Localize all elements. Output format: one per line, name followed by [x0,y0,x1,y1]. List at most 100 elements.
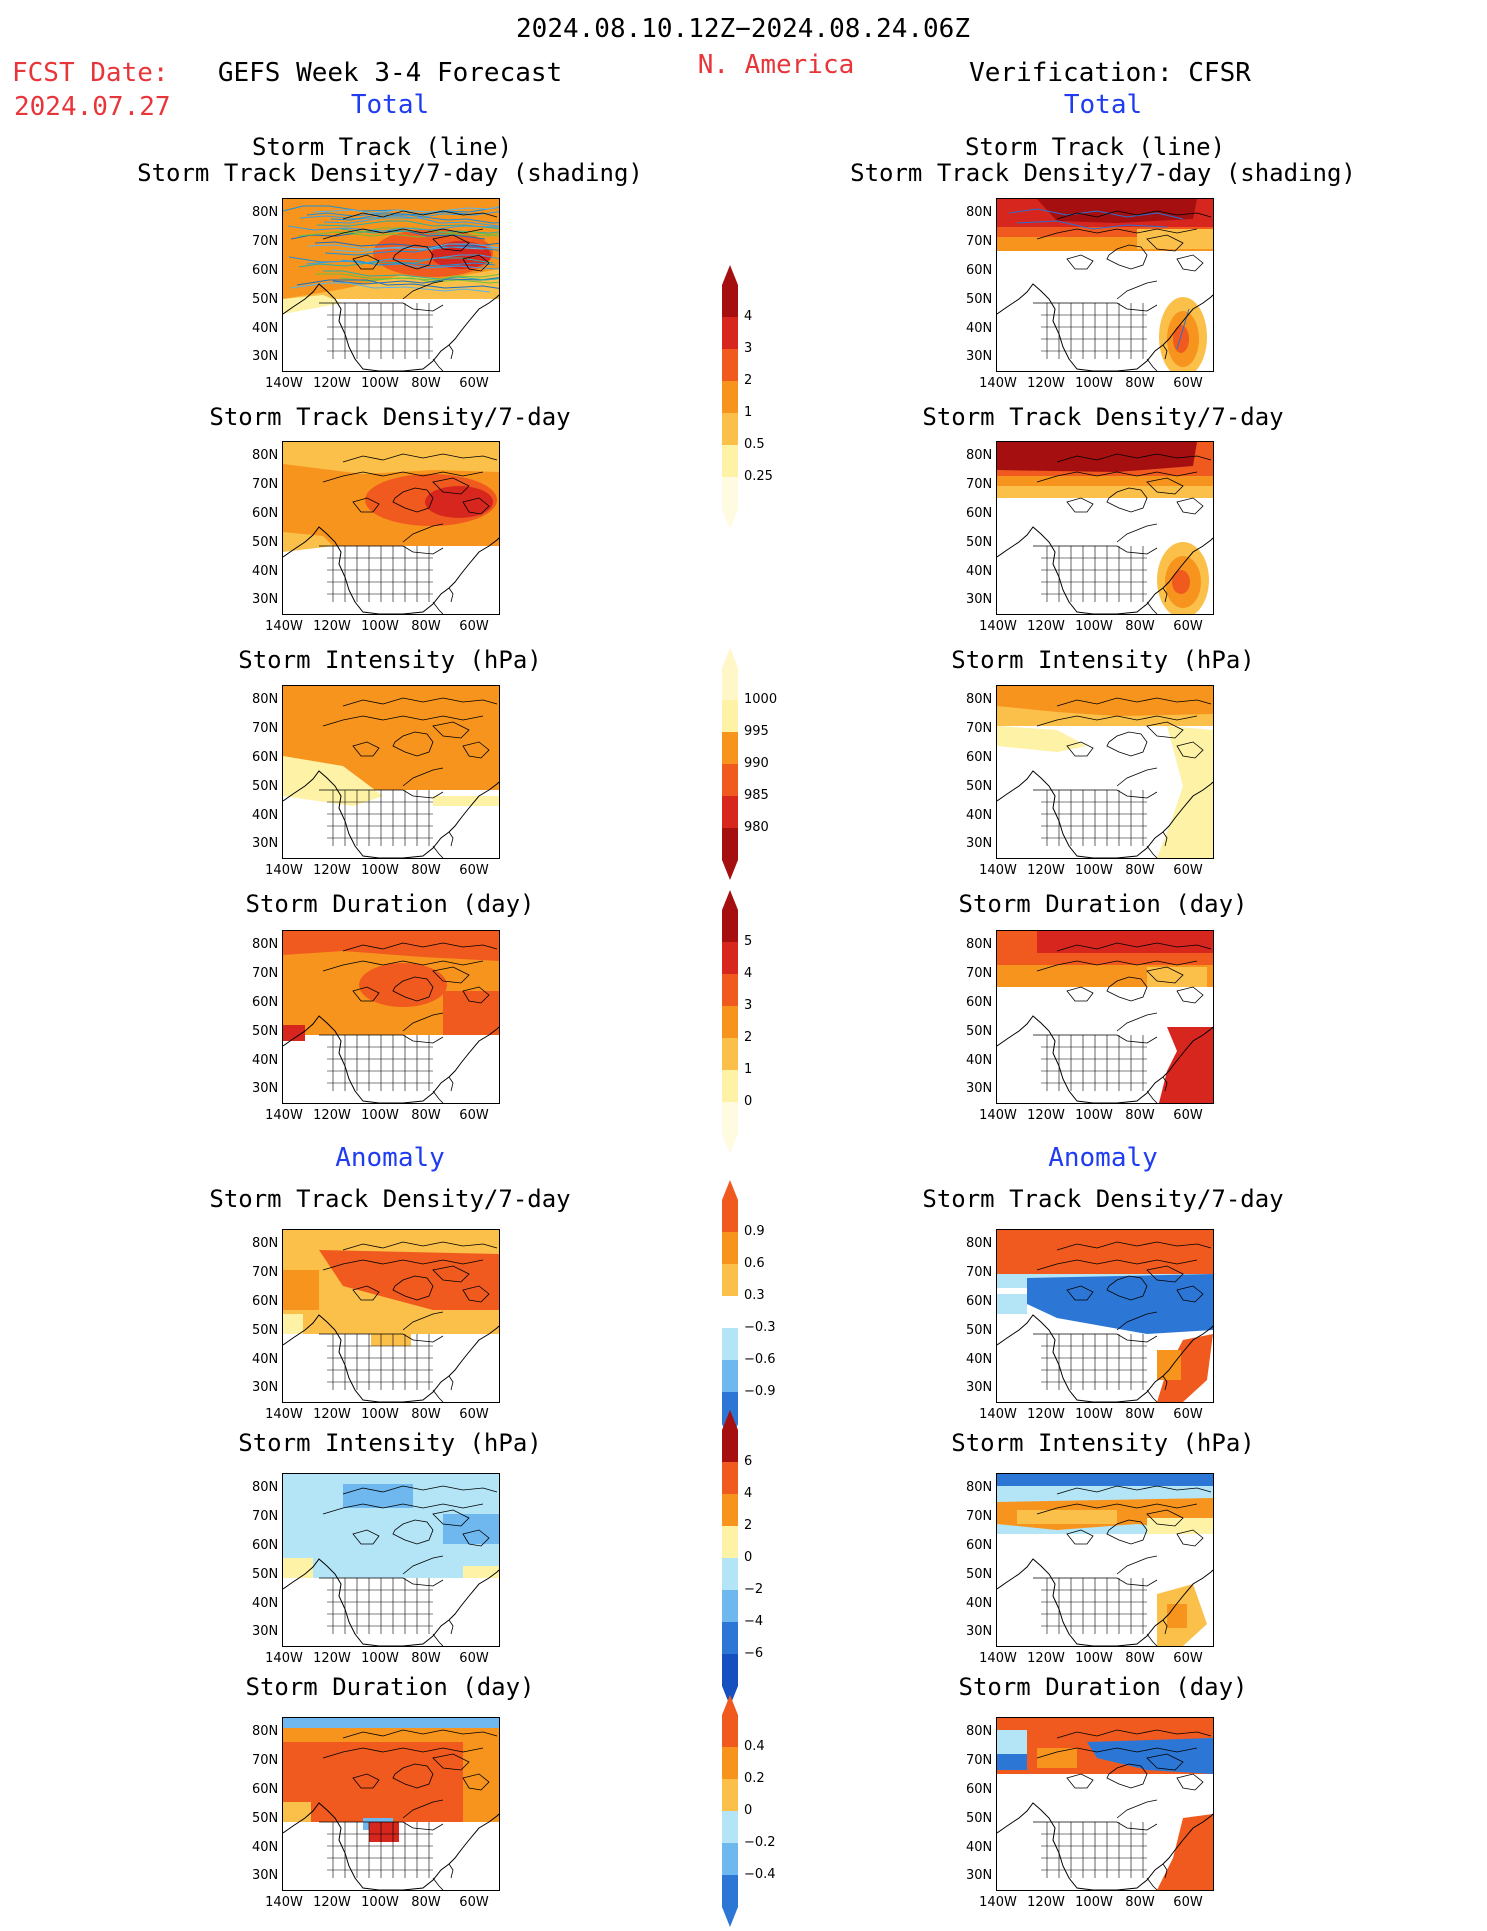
storm-track-line [283,205,478,216]
colorbar-tick-label: 0.5 [744,437,765,452]
map-svg [283,1230,499,1402]
colorbar-tick-label: 3 [744,998,753,1013]
map-area [996,685,1214,859]
colorbar-segment [722,1558,738,1590]
panel-title-intensity-anom-right: Storm Intensity (hPa) [951,1429,1255,1457]
colorbar-intensity-anom: 6 4 2 0 −2 −4 −6 [720,1410,763,1710]
colorbar-segment [722,1622,738,1654]
lat-tick-label: 50N [252,1811,279,1826]
colorbar-segment [722,1232,738,1264]
colorbar-tick-label: −0.6 [744,1352,776,1367]
colorbar-segment [722,285,738,317]
coastline [392,1275,434,1301]
lon-tick-label: 60W [1173,619,1203,634]
colorbar-duration-anom: 0.4 0.2 0 −0.2 −0.4 [720,1695,776,1931]
lat-tick-label: 30N [252,1380,279,1395]
coastline [1056,1485,1212,1495]
colorbar-tick-label: −2 [744,1582,764,1597]
coastline [283,1802,499,1890]
storm-track-line [314,241,499,248]
anomaly-label-right: Anomaly [1048,1143,1158,1173]
lat-tick-label: 50N [966,535,993,550]
lat-tick-label: 50N [966,1567,993,1582]
coastline [1066,497,1094,513]
colorbar-top-arrow [722,648,738,668]
colorbar-segment [722,732,738,764]
shading-region [1037,931,1213,953]
coastline [1106,1275,1148,1301]
coastline [1146,1753,1184,1771]
lat-tick-label: 60N [252,263,279,278]
coastline [352,497,380,513]
lon-tick-label: 140W [979,1651,1017,1666]
coastline [283,283,499,371]
lat-tick-label: 60N [252,1782,279,1797]
lat-tick-label: 40N [252,808,279,823]
map-area [996,930,1214,1104]
panel-title-track-shading-left: Storm Track Density/7-day (shading) [137,159,643,187]
lon-tick-label: 100W [361,1895,399,1910]
lat-tick-label: 30N [966,1081,993,1096]
coastline [283,1558,499,1646]
colorbar-segment [722,1715,738,1747]
lat-tick-label: 80N [966,937,993,952]
colorbar-segment [722,796,738,828]
coastline [1106,976,1148,1002]
lat-tick-label: 80N [252,205,279,220]
coastline [1162,1076,1168,1092]
lat-tick-label: 40N [252,321,279,336]
lat-tick-label: 50N [252,292,279,307]
colorbar-segment [722,317,738,349]
coastline [1162,344,1168,360]
coastline [1176,1285,1204,1303]
map-area [996,1473,1214,1647]
coastline [392,1519,434,1545]
shading-region [1157,1814,1213,1890]
lat-tick-label: 30N [252,1624,279,1639]
fcst-date-value: 2024.07.27 [14,92,171,122]
shading-region [425,486,493,518]
us-canada-border [319,1821,444,1831]
coastline [1056,697,1212,707]
shading-region [433,796,499,806]
lon-tick-label: 100W [1075,1407,1113,1422]
colorbar-segment [722,942,738,974]
lon-tick-label: 100W [1075,1895,1113,1910]
state-borders [327,1334,433,1390]
lat-tick-label: 40N [252,564,279,579]
shading-region [997,1754,1027,1770]
colorbar-segment [722,1392,738,1424]
shading-region [463,1728,499,1822]
coastline [342,942,498,952]
lon-tick-label: 60W [459,1651,489,1666]
colorbar-tick-label: −0.4 [744,1867,776,1882]
shading-region [997,1230,1213,1274]
coastline [392,487,434,513]
lon-tick-label: 80W [1125,1407,1155,1422]
coastline [1176,1529,1204,1547]
coastline [402,1555,444,1575]
lat-tick-label: 80N [966,1724,993,1739]
us-canada-border [1033,302,1158,312]
lat-tick-label: 50N [252,1323,279,1338]
us-canada-border [1033,1577,1158,1587]
lon-tick-label: 80W [411,376,441,391]
lat-tick-label: 80N [252,1236,279,1251]
coastline [342,453,498,463]
colorbar-tick-label: 0.4 [744,1739,765,1754]
coastline [448,1619,454,1635]
coastline [402,1311,444,1331]
lat-tick-label: 40N [252,1053,279,1068]
coastline [462,1773,490,1791]
state-borders [1041,1578,1147,1634]
lon-tick-label: 80W [1125,1108,1155,1123]
panel-title-track-line-left: Storm Track (line) [251,133,513,161]
panel-title-track-line-right: Storm Track (line) [964,133,1226,161]
colorbar-segment [722,1654,738,1686]
lat-tick-label: 50N [966,1811,993,1826]
colorbar-top-arrow [722,1410,738,1430]
shading-region [443,991,499,1035]
storm-track-line [306,206,499,217]
colorbar-segment [722,764,738,796]
map-area [282,441,500,615]
